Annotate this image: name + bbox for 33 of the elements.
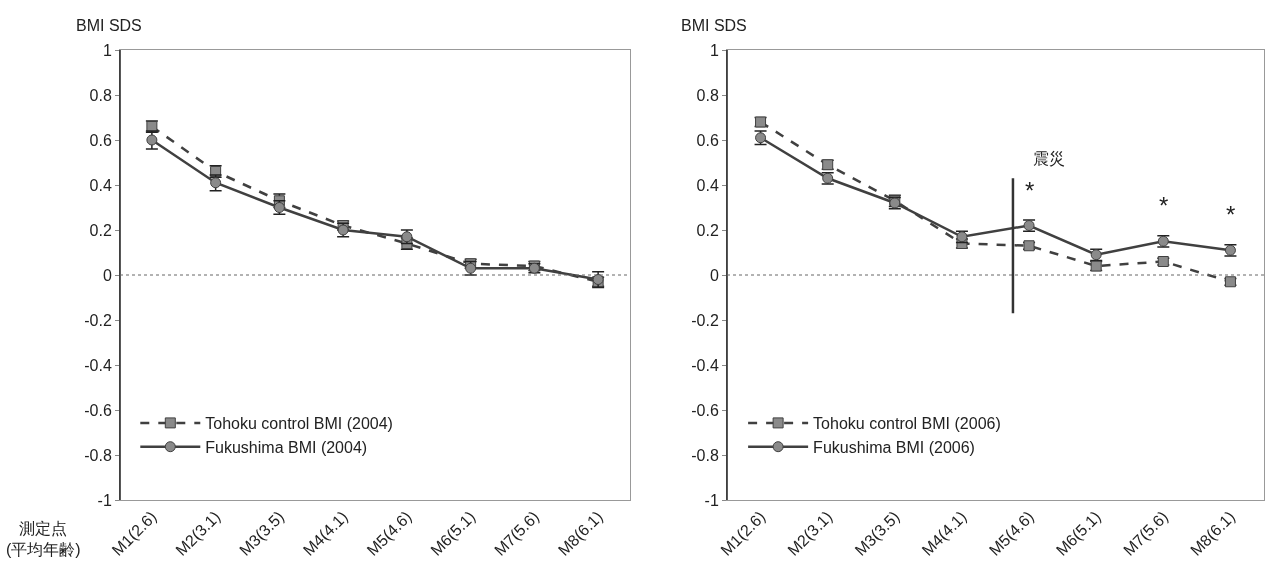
y-tick-label: -0.4 (691, 356, 719, 374)
y-tick-label: 0.6 (696, 131, 719, 149)
legend-label: Fukushima BMI (2006) (813, 438, 975, 456)
y-tick-label: 0.2 (696, 221, 719, 239)
y-tick-label: 0 (102, 266, 112, 284)
y-tick-label: -0.2 (691, 311, 719, 329)
annotation: 震災 (1033, 150, 1065, 167)
y-tick-label: -0.6 (691, 401, 719, 419)
y-tick-label: 0.6 (89, 131, 112, 149)
legend-label: Tohoku control BMI (2006) (813, 415, 1001, 433)
y-tick-label: -0.6 (84, 401, 112, 419)
legend-label: Fukushima BMI (2004) (205, 438, 368, 456)
y-axis-title: BMI SDS (681, 17, 747, 34)
y-tick-label: -0.8 (84, 446, 112, 464)
legend-label: Tohoku control BMI (2004) (205, 415, 393, 433)
y-tick-label: 0.4 (696, 176, 719, 194)
y-tick-label: 0.4 (89, 176, 112, 194)
y-tick-label: 1 (102, 41, 112, 59)
y-tick-label: -1 (97, 491, 112, 509)
y-tick-label: 0.2 (89, 221, 112, 239)
annotation: * (1025, 177, 1035, 204)
y-tick-label: -0.8 (691, 446, 719, 464)
y-tick-label: 0 (709, 266, 719, 284)
y-tick-label: -0.2 (84, 311, 112, 329)
y-axis-title: BMI SDS (76, 17, 142, 34)
y-tick-label: 0.8 (696, 86, 719, 104)
y-tick-label: -0.4 (84, 356, 112, 374)
annotation: * (1159, 192, 1169, 219)
annotation: * (1226, 201, 1236, 228)
y-tick-label: 1 (709, 41, 719, 59)
x-axis-title: 測定点 (平均年齢) (6, 520, 81, 558)
y-tick-label: 0.8 (89, 86, 112, 104)
y-tick-label: -1 (704, 491, 719, 509)
